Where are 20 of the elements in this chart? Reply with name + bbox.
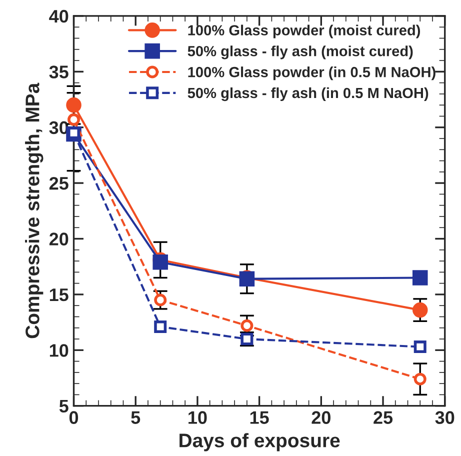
x-tick-label: 25 xyxy=(374,411,393,424)
x-tick-label: 30 xyxy=(435,411,454,424)
legend-label: 50% glass - fly ash (moist cured) xyxy=(188,46,413,60)
y-axis-title: Compressive strength, MPa xyxy=(25,82,44,338)
y-tick-label: 15 xyxy=(50,288,68,302)
x-axis-title: Days of exposure xyxy=(180,433,340,452)
y-tick-label: 5 xyxy=(59,400,68,413)
legend-label: 100% Glass powder (moist cured) xyxy=(188,24,420,38)
y-tick-label: 40 xyxy=(49,10,68,23)
legend-label: 50% glass - fly ash (in 0.5 M NaOH) xyxy=(188,87,428,102)
legend-label: 100% Glass powder (in 0.5 M NaOH) xyxy=(188,66,436,80)
y-tick-label: 20 xyxy=(49,232,68,246)
x-tick-label: 0 xyxy=(69,411,78,424)
y-tick-label: 10 xyxy=(50,344,68,357)
x-tick-label: 5 xyxy=(131,411,140,424)
y-tick-label: 25 xyxy=(49,176,68,190)
x-tick-label: 20 xyxy=(312,411,330,424)
x-tick-label: 15 xyxy=(250,411,269,424)
x-tick-label: 10 xyxy=(188,411,207,424)
y-tick-label: 35 xyxy=(49,66,68,78)
